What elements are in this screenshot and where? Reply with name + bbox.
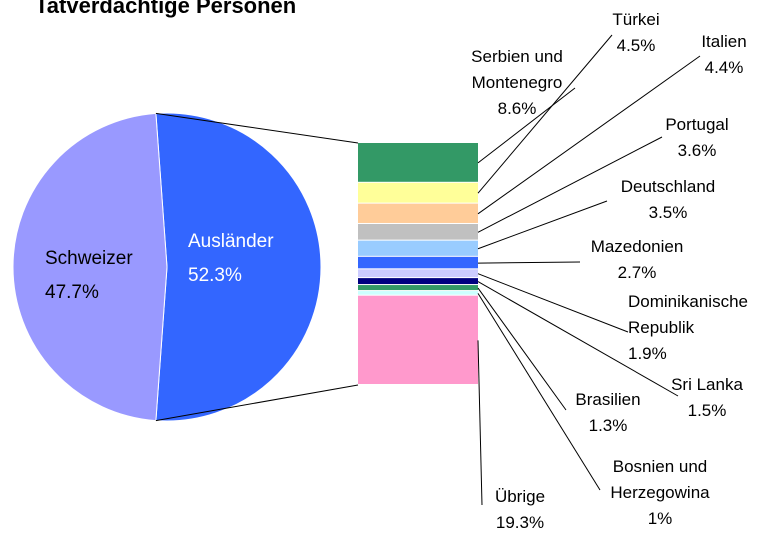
label-name: Italien <box>701 32 747 51</box>
data-label: Dominikanische Republik 1.9% <box>628 289 748 367</box>
data-label: Mazedonien 2.7% <box>591 234 684 286</box>
data-label: Brasilien 1.3% <box>575 387 640 439</box>
bar-segment <box>358 269 478 278</box>
pie-slice <box>12 112 168 422</box>
label-value: 8.6% <box>497 99 537 118</box>
bar-segment <box>358 203 478 223</box>
label-value: 19.3% <box>495 513 545 532</box>
bar-segment <box>358 240 478 256</box>
label-name: Übrige <box>494 487 546 506</box>
leader-line <box>477 281 679 397</box>
pie-label: Ausländer 52.3% <box>188 225 274 293</box>
label-name: Schweizer <box>45 248 133 269</box>
leader-line <box>477 55 701 215</box>
data-label: Serbien und Montenegro 8.6% <box>471 44 563 122</box>
data-label: Übrige 19.3% <box>495 484 545 534</box>
label-value: 3.5% <box>648 203 688 222</box>
leader-line <box>477 287 567 411</box>
pie-label: Schweizer 47.7% <box>45 242 133 310</box>
connector <box>155 112 359 144</box>
bar-segment <box>358 143 478 182</box>
leader-line <box>477 293 601 491</box>
label-name: Brasilien <box>575 390 641 409</box>
data-label: Portugal 3.6% <box>665 112 728 164</box>
label-name: Portugal <box>665 115 729 134</box>
label-value: 52.3% <box>188 265 242 286</box>
data-label: Deutschland 3.5% <box>621 174 716 226</box>
bar-segment <box>358 291 478 295</box>
data-label: Sri Lanka 1.5% <box>671 372 743 424</box>
leader-line <box>477 340 483 506</box>
label-name: Sri Lanka <box>671 375 743 394</box>
label-name: Deutschland <box>620 177 716 196</box>
bar-segment <box>358 295 478 384</box>
label-name: Serbien und Montenegro <box>471 47 563 92</box>
pie-slice <box>155 112 322 422</box>
bar-segment <box>358 223 478 240</box>
data-label: Türkei 4.5% <box>612 7 659 59</box>
connector <box>155 384 359 422</box>
leader-line <box>477 87 576 164</box>
label-value: 1.3% <box>588 416 628 435</box>
leader-line <box>477 34 613 194</box>
chart-title: Tatverdächtige Personen <box>35 0 297 18</box>
label-value: 1.5% <box>687 401 727 420</box>
label-value: 4.4% <box>704 58 744 77</box>
label-name: Mazedonien <box>590 237 684 256</box>
leader-line <box>477 273 629 333</box>
label-value: 3.6% <box>677 141 717 160</box>
label-value: 1.9% <box>628 344 667 363</box>
label-value: 2.7% <box>617 263 657 282</box>
data-label: Bosnien und Herzegowina 1% <box>610 454 709 532</box>
label-value: 1% <box>647 509 673 528</box>
label-name: Bosnien und Herzegowina <box>610 457 710 502</box>
label-name: Dominikanische Republik <box>628 292 748 337</box>
leader-line <box>477 136 663 233</box>
label-value: 47.7% <box>45 282 99 303</box>
bar-segment <box>358 182 478 203</box>
leader-line <box>477 261 581 264</box>
label-name: Ausländer <box>188 231 274 252</box>
label-value: 4.5% <box>616 36 656 55</box>
bar-segment <box>358 256 478 269</box>
bar-segment <box>358 278 478 285</box>
data-label: Italien 4.4% <box>701 29 746 81</box>
leader-line <box>477 200 608 250</box>
bar-segment <box>358 285 478 291</box>
label-name: Türkei <box>612 10 660 29</box>
